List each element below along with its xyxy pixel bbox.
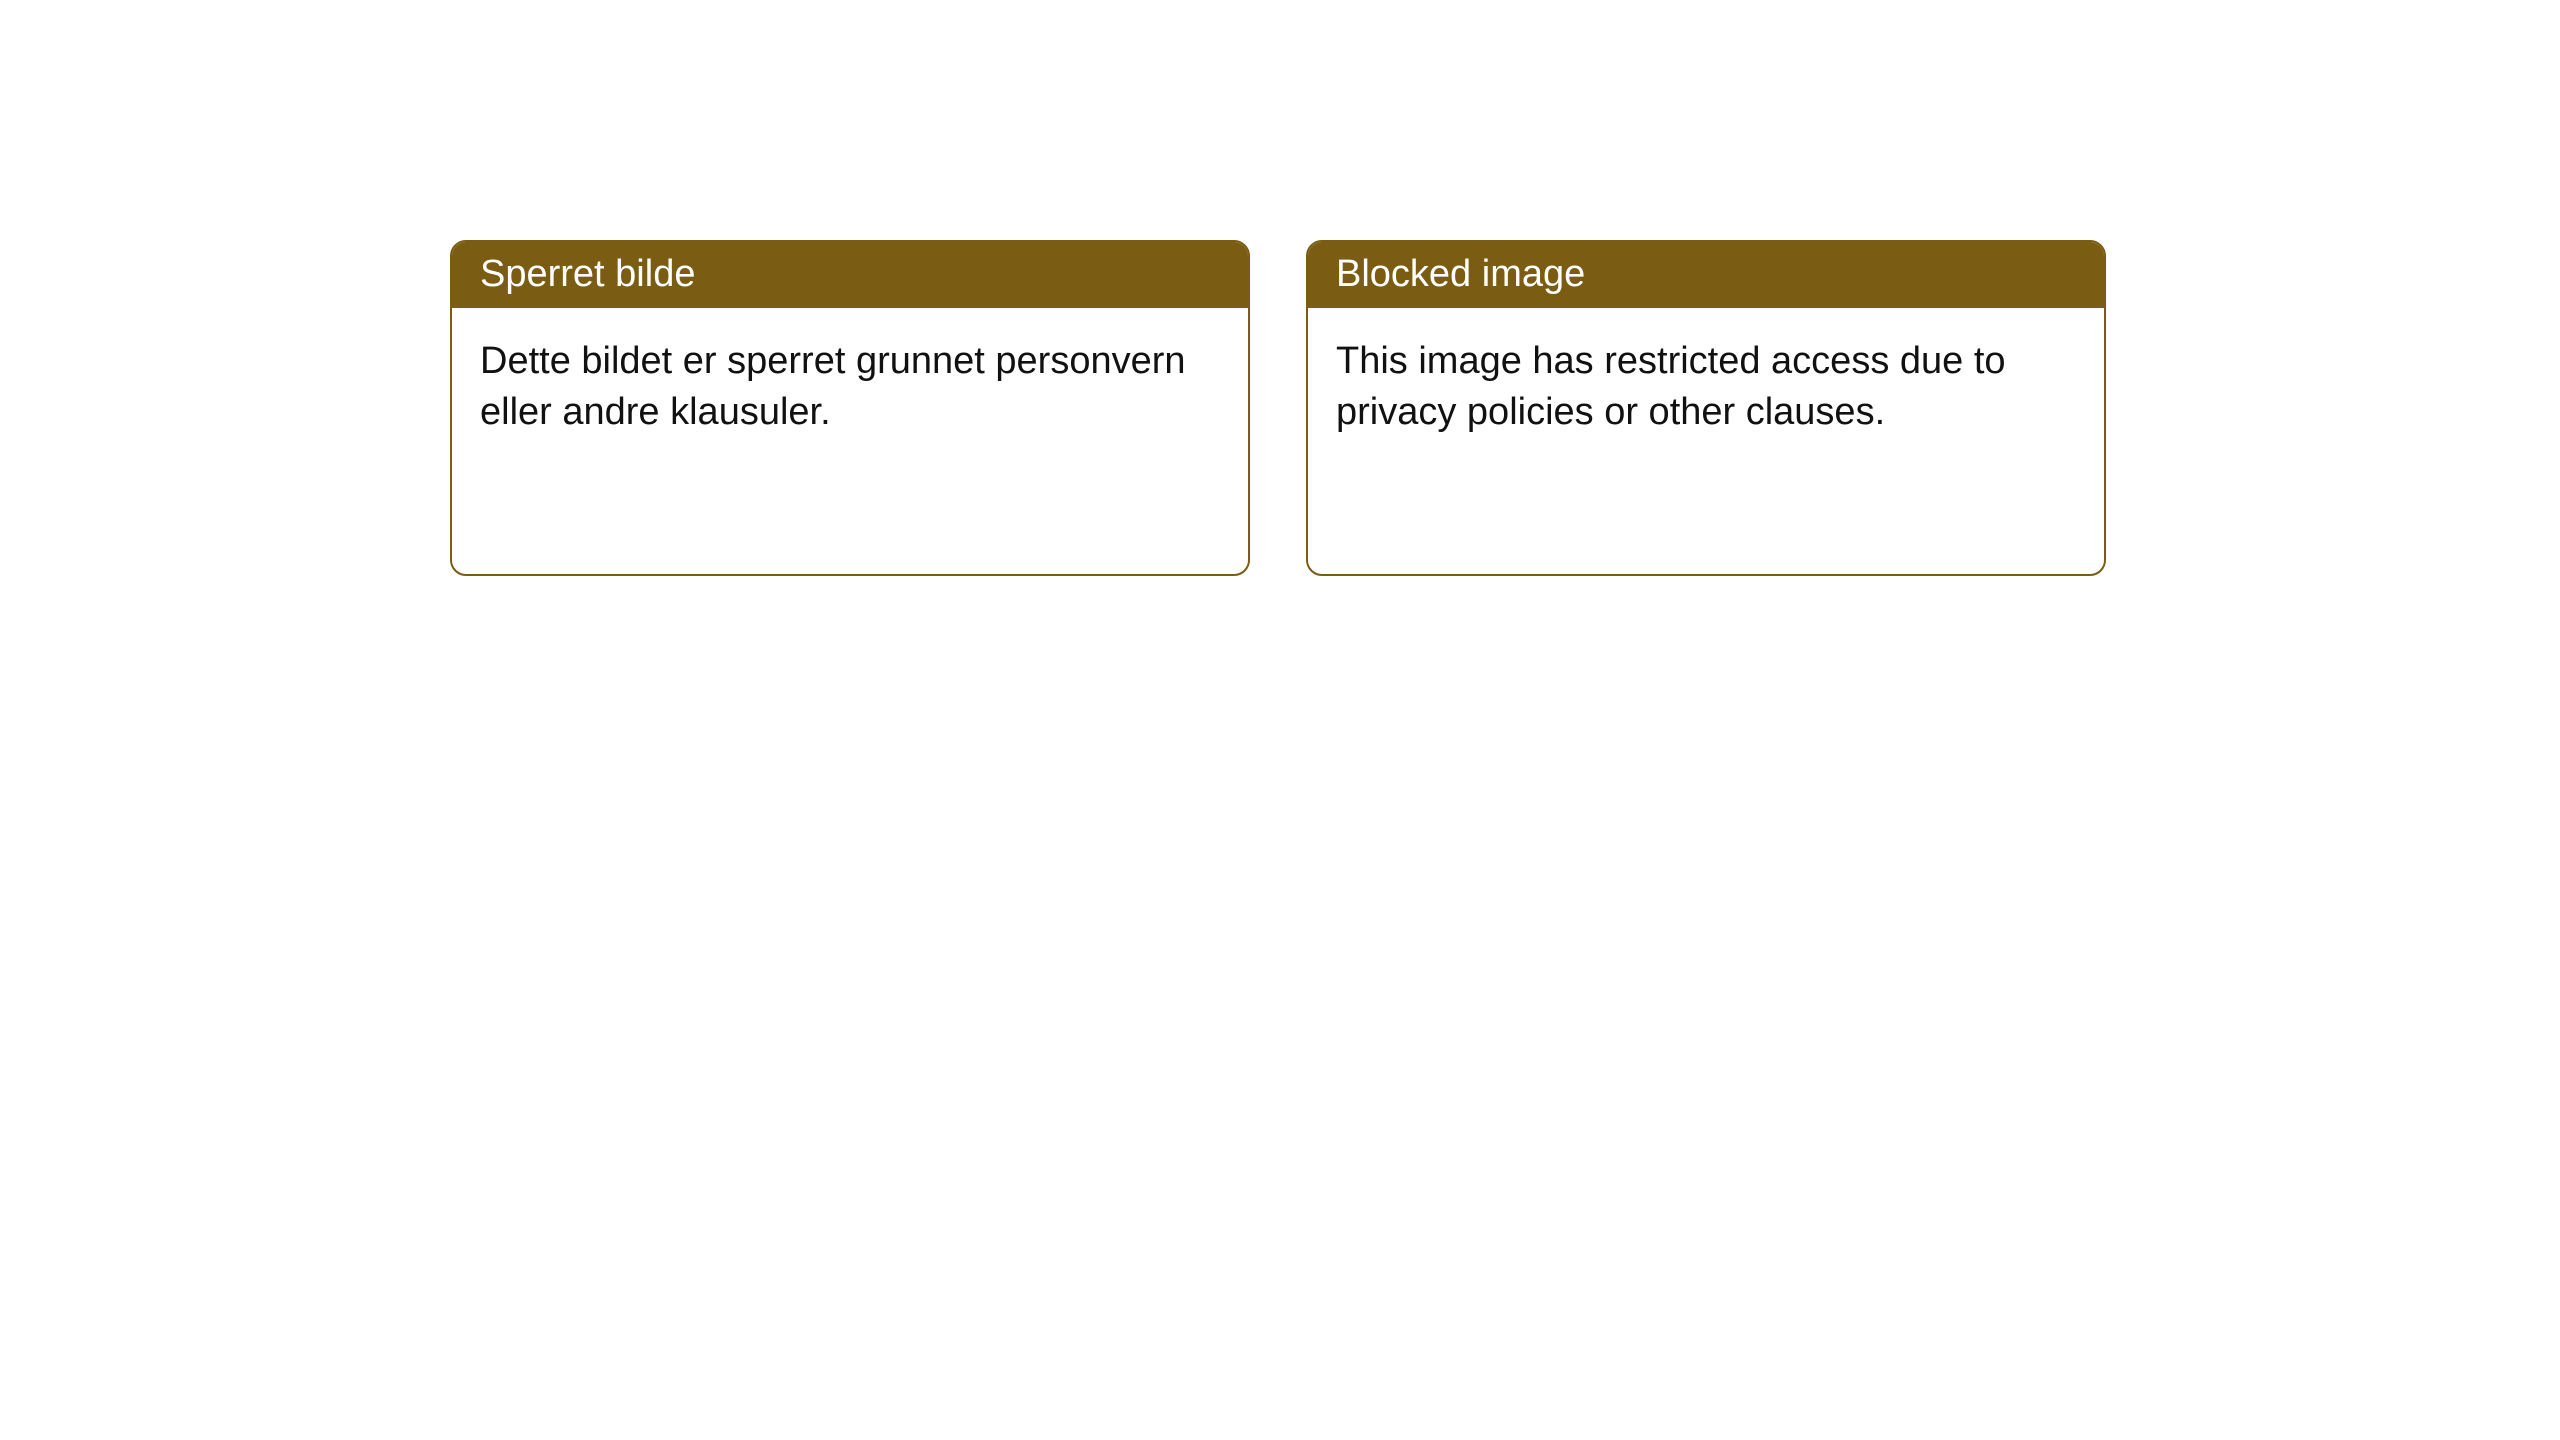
card-body-norwegian: Dette bildet er sperret grunnet personve… [452, 308, 1248, 467]
card-header-norwegian: Sperret bilde [452, 242, 1248, 308]
card-english: Blocked image This image has restricted … [1306, 240, 2106, 576]
card-header-english: Blocked image [1308, 242, 2104, 308]
card-body-english: This image has restricted access due to … [1308, 308, 2104, 467]
cards-row: Sperret bilde Dette bildet er sperret gr… [450, 240, 2560, 576]
card-norwegian: Sperret bilde Dette bildet er sperret gr… [450, 240, 1250, 576]
